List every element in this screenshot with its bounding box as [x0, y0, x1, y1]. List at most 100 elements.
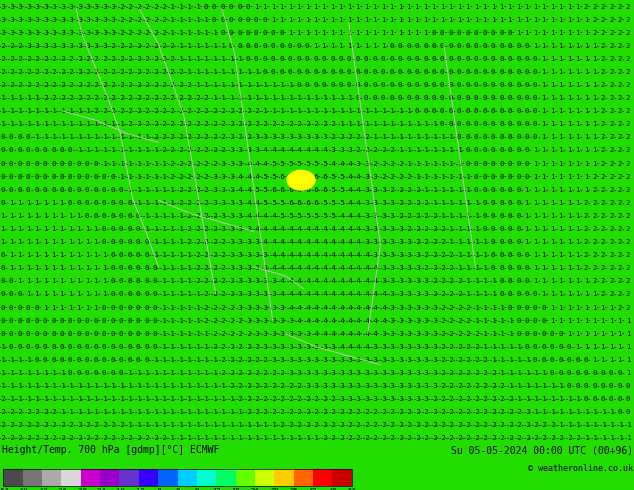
Text: -3: -3 — [294, 370, 303, 376]
Text: 1: 1 — [584, 147, 588, 153]
Text: -: - — [418, 187, 422, 193]
Text: -: - — [553, 69, 558, 75]
Text: -: - — [351, 134, 355, 141]
Text: -: - — [536, 17, 541, 23]
Text: -: - — [519, 30, 524, 36]
Bar — [81, 469, 100, 487]
Text: -: - — [63, 409, 67, 415]
Text: -2: -2 — [15, 409, 24, 415]
Text: 1: 1 — [618, 344, 622, 350]
Text: -4: -4 — [353, 344, 362, 350]
Text: -: - — [418, 226, 422, 232]
Text: 2: 2 — [626, 239, 630, 245]
Text: -: - — [257, 161, 262, 167]
Text: -3: -3 — [320, 383, 328, 389]
Text: -: - — [435, 43, 439, 49]
Text: 2: 2 — [618, 239, 622, 245]
Text: -: - — [232, 226, 236, 232]
Text: -1: -1 — [285, 436, 294, 441]
Text: -: - — [612, 239, 617, 245]
Text: -: - — [351, 370, 355, 376]
Text: -: - — [604, 344, 609, 350]
Text: 0: 0 — [26, 344, 30, 350]
Text: -: - — [325, 292, 330, 297]
Text: -: - — [275, 239, 279, 245]
Text: -4: -4 — [277, 239, 286, 245]
Text: -: - — [410, 318, 414, 323]
Text: -: - — [384, 56, 389, 62]
Text: -1: -1 — [522, 370, 531, 376]
Text: -: - — [173, 200, 178, 206]
Text: -: - — [519, 17, 524, 23]
Text: -: - — [300, 331, 304, 337]
Text: -: - — [418, 95, 422, 101]
Text: -: - — [545, 213, 549, 219]
Text: 1: 1 — [372, 30, 377, 36]
Text: -: - — [63, 56, 67, 62]
Text: -: - — [46, 396, 51, 402]
Text: -1: -1 — [488, 304, 497, 311]
Text: 1: 1 — [550, 30, 554, 36]
Text: -1: -1 — [472, 304, 481, 311]
Text: -3: -3 — [412, 265, 421, 271]
Text: 2: 2 — [618, 3, 622, 9]
Text: 0: 0 — [26, 187, 30, 193]
Text: -2: -2 — [531, 422, 540, 428]
Text: -: - — [477, 357, 482, 363]
Text: 1: 1 — [34, 200, 39, 206]
Text: -3: -3 — [260, 318, 269, 323]
Text: -: - — [351, 383, 355, 389]
Text: -: - — [553, 304, 558, 311]
Text: -: - — [570, 17, 574, 23]
Text: -1: -1 — [193, 304, 202, 311]
Text: -1: -1 — [446, 173, 455, 180]
Text: 1: 1 — [381, 3, 385, 9]
Text: -4: -4 — [353, 304, 362, 311]
Text: 1: 1 — [93, 226, 98, 232]
Text: -: - — [283, 422, 287, 428]
Text: -: - — [131, 357, 135, 363]
Text: -2: -2 — [91, 422, 100, 428]
Text: -: - — [308, 226, 313, 232]
Text: -: - — [545, 95, 549, 101]
Text: -5: -5 — [302, 213, 311, 219]
Text: -: - — [207, 122, 211, 127]
Text: -3: -3 — [226, 252, 235, 258]
Text: -2: -2 — [378, 147, 387, 153]
Text: -3: -3 — [235, 226, 243, 232]
Text: -3: -3 — [429, 357, 438, 363]
Text: -: - — [72, 3, 76, 9]
Text: -1: -1 — [167, 422, 176, 428]
Text: 1: 1 — [296, 17, 301, 23]
Text: 1: 1 — [592, 56, 597, 62]
Text: -2: -2 — [455, 409, 463, 415]
Text: -4: -4 — [285, 292, 294, 297]
Text: -5: -5 — [277, 200, 286, 206]
Text: -1: -1 — [142, 200, 151, 206]
Text: -: - — [308, 56, 313, 62]
Text: 1: 1 — [584, 17, 588, 23]
Text: -1: -1 — [133, 422, 142, 428]
Text: -4: -4 — [243, 173, 252, 180]
Text: -: - — [376, 383, 380, 389]
Text: -: - — [621, 436, 625, 441]
Text: -: - — [4, 69, 8, 75]
Text: -1: -1 — [556, 422, 565, 428]
Text: -: - — [257, 95, 262, 101]
Text: -: - — [579, 56, 583, 62]
Text: -: - — [308, 292, 313, 297]
Text: -2: -2 — [412, 239, 421, 245]
Text: -3: -3 — [285, 344, 294, 350]
Text: -1: -1 — [378, 122, 387, 127]
Text: -: - — [587, 30, 592, 36]
Text: 1: 1 — [584, 292, 588, 297]
Text: -: - — [181, 370, 186, 376]
Text: -1: -1 — [142, 213, 151, 219]
Text: 1: 1 — [600, 318, 605, 323]
Text: -3: -3 — [41, 30, 49, 36]
Text: -: - — [604, 278, 609, 284]
Text: 0: 0 — [9, 318, 13, 323]
Text: -: - — [283, 173, 287, 180]
Text: -3: -3 — [370, 252, 379, 258]
Text: -3: -3 — [32, 17, 41, 23]
